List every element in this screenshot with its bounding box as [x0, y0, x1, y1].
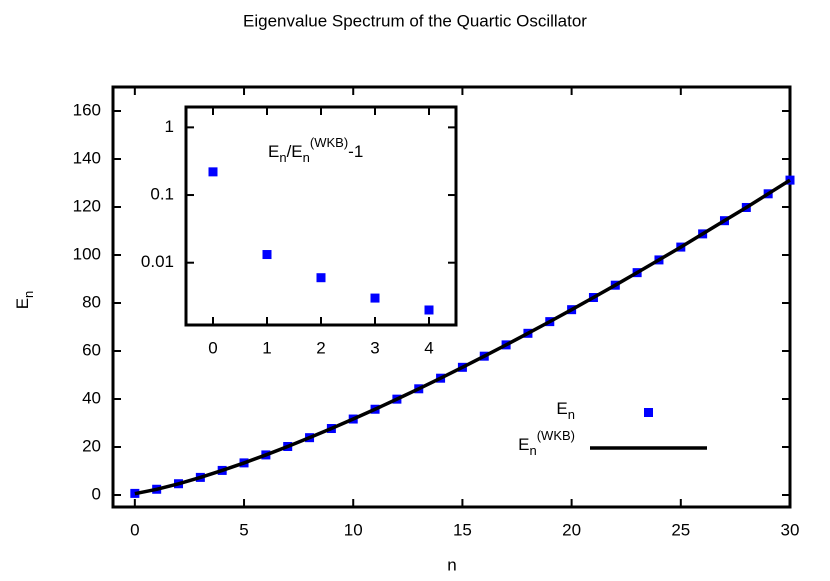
y-tick-label: 1 — [165, 117, 174, 136]
text-part: E — [13, 298, 32, 309]
text-part: n — [279, 150, 286, 165]
text-part: n — [303, 150, 310, 165]
chart-title: Eigenvalue Spectrum of the Quartic Oscil… — [243, 11, 587, 30]
y-tick-label: 0 — [92, 484, 101, 503]
y-tick-label: 0.1 — [150, 185, 174, 204]
y-axis-label: En — [13, 291, 36, 310]
text-part: n — [529, 443, 536, 458]
text-part: /E — [287, 142, 303, 161]
text-part: -1 — [348, 142, 363, 161]
x-tick-label: 1 — [262, 338, 271, 357]
text-part: n — [21, 291, 36, 298]
x-tick-label: 3 — [370, 338, 379, 357]
x-tick-label: 2 — [316, 338, 325, 357]
point — [316, 273, 326, 283]
point — [370, 293, 380, 303]
text-part: E — [268, 142, 279, 161]
plot-frame — [184, 105, 458, 327]
y-tick-label: 20 — [82, 436, 101, 455]
x-tick-label: 5 — [239, 520, 248, 539]
point — [262, 250, 272, 260]
y-tick-label: 60 — [82, 340, 101, 359]
x-tick-label: 0 — [130, 520, 139, 539]
text-part: E — [556, 399, 567, 418]
x-tick-label: 0 — [208, 338, 217, 357]
text-part: n — [568, 407, 575, 422]
y-tick-label: 80 — [82, 292, 101, 311]
legend-label: En — [556, 399, 575, 422]
x-axis-label: n — [447, 555, 456, 574]
legend-swatch — [644, 408, 653, 417]
annotation: En/En(WKB)-1 — [268, 135, 363, 165]
legend-label: En(WKB) — [518, 428, 575, 458]
curve — [134, 178, 791, 496]
x-tick-label: 30 — [781, 520, 800, 539]
point — [208, 167, 218, 177]
y-tick-label: 40 — [82, 388, 101, 407]
x-tick-label: 4 — [424, 338, 433, 357]
text-part: (WKB) — [310, 135, 348, 150]
y-tick-label: 120 — [73, 196, 101, 215]
y-tick-label: 140 — [73, 148, 101, 167]
x-tick-label: 15 — [453, 520, 472, 539]
text-part: (WKB) — [537, 428, 575, 443]
x-tick-label: 10 — [344, 520, 363, 539]
y-tick-label: 160 — [73, 100, 101, 119]
y-tick-label: 0.01 — [141, 252, 174, 271]
text-part: E — [518, 435, 529, 454]
x-tick-label: 20 — [562, 520, 581, 539]
point — [424, 305, 434, 315]
x-tick-label: 25 — [671, 520, 690, 539]
y-tick-label: 100 — [73, 244, 101, 263]
